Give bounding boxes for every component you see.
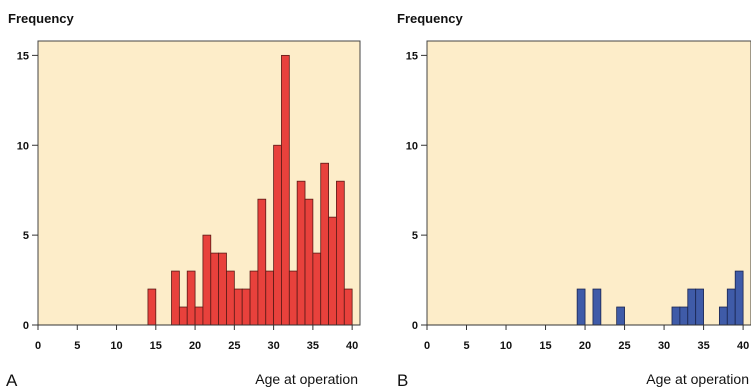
y-tick-label: 5	[412, 230, 418, 242]
histogram-bar	[687, 288, 697, 326]
y-tick-label: 5	[23, 230, 29, 242]
histogram-bar	[171, 270, 180, 326]
histogram-bar	[147, 288, 157, 326]
histogram-bar	[304, 198, 314, 326]
histogram-bar	[328, 216, 337, 326]
y-tick-label: 15	[406, 50, 418, 62]
histogram-bar	[202, 234, 212, 326]
x-tick-label: 25	[228, 340, 240, 352]
histogram-bar	[734, 270, 744, 326]
histogram-bar	[218, 252, 227, 326]
x-tick-label: 40	[737, 340, 749, 352]
y-axis-title: Frequency	[8, 11, 75, 26]
x-tick-label: 20	[579, 340, 591, 352]
histogram-bar	[726, 288, 736, 326]
panel-letter: B	[397, 371, 408, 388]
histogram-bar	[320, 162, 329, 326]
histogram-bar	[288, 270, 298, 326]
histogram-bar	[273, 144, 282, 326]
x-tick-label: 15	[539, 340, 551, 352]
histogram-bar	[186, 270, 196, 326]
histogram-bar	[671, 306, 681, 326]
histogram-bar	[226, 270, 235, 326]
y-tick-label: 0	[412, 320, 418, 332]
x-tick-label: 30	[658, 340, 670, 352]
histogram-bar	[718, 306, 728, 326]
y-tick-label: 10	[406, 140, 418, 152]
panel-letter: A	[6, 371, 18, 388]
x-tick-label: 5	[463, 340, 469, 352]
histogram-bar	[679, 306, 689, 326]
x-tick-label: 35	[697, 340, 709, 352]
x-tick-label: 25	[618, 340, 630, 352]
histogram-bar	[233, 288, 243, 326]
y-axis-title: Frequency	[397, 11, 464, 26]
x-tick-label: 0	[424, 340, 430, 352]
x-tick-label: 10	[110, 340, 122, 352]
histogram-bar	[194, 306, 204, 326]
x-tick-label: 30	[267, 340, 279, 352]
x-tick-label: 0	[35, 340, 41, 352]
y-tick-label: 0	[23, 320, 29, 332]
histogram-bar	[281, 54, 290, 326]
x-axis-title: Age at operation	[646, 371, 749, 387]
panel-a: 0 5 10 15 20 25 30 35 40 0 5 10 15 Frequency Age at op…	[6, 11, 361, 388]
histogram-bar	[178, 306, 188, 326]
histogram-bar	[616, 306, 625, 326]
histogram-bar	[336, 180, 345, 326]
x-tick-label: 20	[189, 340, 201, 352]
histogram-bar	[592, 288, 602, 326]
histogram-bar	[695, 288, 704, 326]
histogram-bar	[210, 252, 220, 326]
x-tick-label: 5	[74, 340, 80, 352]
histogram-bar	[241, 288, 251, 326]
histogram-bar	[265, 270, 275, 326]
histogram-bar	[257, 198, 267, 326]
y-tick-label: 10	[17, 140, 29, 152]
histogram-bar	[312, 252, 322, 326]
x-axis-title: Age at operation	[255, 371, 358, 387]
plot-area	[426, 40, 751, 326]
x-tick-label: 40	[346, 340, 358, 352]
panel-b: 0 5 10 15 20 25 30 35 40 0 5 10 15 Frequency Age at op…	[397, 11, 751, 388]
x-tick-label: 15	[150, 340, 162, 352]
histogram-bar	[343, 288, 353, 326]
x-tick-label: 35	[307, 340, 319, 352]
histogram-bar	[296, 180, 306, 326]
y-tick-label: 15	[17, 50, 29, 62]
x-tick-label: 10	[500, 340, 512, 352]
histogram-bar	[576, 288, 586, 326]
histogram-bar	[249, 270, 259, 326]
